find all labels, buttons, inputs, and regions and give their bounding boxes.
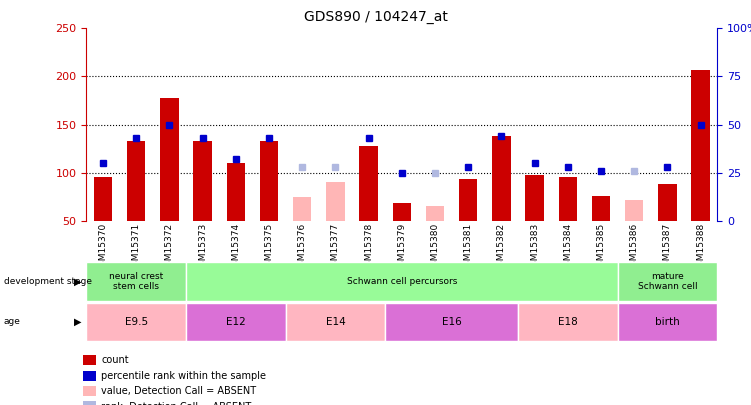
Text: ▶: ▶ [74, 317, 81, 327]
Text: GSM15374: GSM15374 [231, 223, 240, 272]
Text: GDS890 / 104247_at: GDS890 / 104247_at [303, 10, 448, 24]
Text: development stage: development stage [4, 277, 92, 286]
Bar [127, 141, 145, 221]
Text: count: count [101, 356, 129, 365]
Text: E18: E18 [558, 317, 578, 327]
Bar [459, 179, 478, 221]
Text: E16: E16 [442, 317, 461, 327]
Text: GSM15383: GSM15383 [530, 223, 539, 272]
Text: GSM15381: GSM15381 [463, 223, 472, 272]
Text: GSM15370: GSM15370 [98, 223, 107, 272]
Text: percentile rank within the sample: percentile rank within the sample [101, 371, 267, 381]
FancyBboxPatch shape [186, 262, 617, 301]
Text: rank, Detection Call = ABSENT: rank, Detection Call = ABSENT [101, 402, 252, 405]
FancyBboxPatch shape [617, 262, 717, 301]
Text: GSM15379: GSM15379 [397, 223, 406, 272]
FancyBboxPatch shape [285, 303, 385, 341]
Bar [526, 175, 544, 221]
Text: ▶: ▶ [74, 277, 81, 286]
Text: GSM15377: GSM15377 [331, 223, 340, 272]
FancyBboxPatch shape [186, 303, 285, 341]
Bar [625, 200, 644, 221]
Bar [194, 141, 212, 221]
Text: GSM15388: GSM15388 [696, 223, 705, 272]
Bar [393, 203, 411, 221]
Bar [692, 70, 710, 221]
Text: GSM15385: GSM15385 [596, 223, 605, 272]
Bar [94, 177, 112, 221]
Text: GSM15376: GSM15376 [297, 223, 306, 272]
Text: value, Detection Call = ABSENT: value, Detection Call = ABSENT [101, 386, 257, 396]
Text: neural crest
stem cells: neural crest stem cells [109, 272, 163, 291]
Bar [293, 197, 312, 221]
Text: Schwann cell percursors: Schwann cell percursors [347, 277, 457, 286]
Text: GSM15373: GSM15373 [198, 223, 207, 272]
Text: GSM15372: GSM15372 [165, 223, 174, 272]
Bar [360, 146, 378, 221]
Text: GSM15382: GSM15382 [497, 223, 506, 272]
Text: GSM15378: GSM15378 [364, 223, 373, 272]
Text: GSM15371: GSM15371 [131, 223, 140, 272]
Bar [592, 196, 610, 221]
FancyBboxPatch shape [385, 303, 518, 341]
Text: GSM15384: GSM15384 [563, 223, 572, 272]
Bar [659, 184, 677, 221]
Bar [492, 136, 511, 221]
Text: GSM15387: GSM15387 [663, 223, 672, 272]
FancyBboxPatch shape [86, 303, 186, 341]
FancyBboxPatch shape [518, 303, 617, 341]
Text: E9.5: E9.5 [125, 317, 148, 327]
Text: E14: E14 [325, 317, 345, 327]
Text: birth: birth [655, 317, 680, 327]
Bar [160, 98, 179, 221]
Text: mature
Schwann cell: mature Schwann cell [638, 272, 697, 291]
Text: GSM15380: GSM15380 [430, 223, 439, 272]
Text: GSM15386: GSM15386 [629, 223, 638, 272]
Bar [326, 182, 345, 221]
Bar [260, 141, 278, 221]
Bar [227, 163, 245, 221]
Bar [559, 177, 577, 221]
Text: E12: E12 [226, 317, 246, 327]
Text: age: age [4, 318, 20, 326]
Text: GSM15375: GSM15375 [264, 223, 273, 272]
FancyBboxPatch shape [617, 303, 717, 341]
Bar [426, 206, 444, 221]
FancyBboxPatch shape [86, 262, 186, 301]
